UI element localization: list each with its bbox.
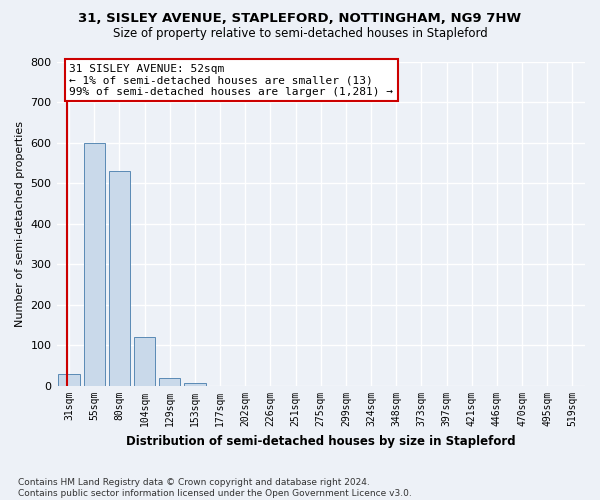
Text: Contains HM Land Registry data © Crown copyright and database right 2024.
Contai: Contains HM Land Registry data © Crown c… bbox=[18, 478, 412, 498]
Text: Size of property relative to semi-detached houses in Stapleford: Size of property relative to semi-detach… bbox=[113, 28, 487, 40]
Bar bbox=[109, 171, 130, 386]
Bar bbox=[159, 378, 181, 386]
Bar bbox=[184, 383, 206, 386]
Bar bbox=[58, 374, 80, 386]
Text: 31 SISLEY AVENUE: 52sqm
← 1% of semi-detached houses are smaller (13)
99% of sem: 31 SISLEY AVENUE: 52sqm ← 1% of semi-det… bbox=[69, 64, 393, 96]
X-axis label: Distribution of semi-detached houses by size in Stapleford: Distribution of semi-detached houses by … bbox=[126, 434, 515, 448]
Text: 31, SISLEY AVENUE, STAPLEFORD, NOTTINGHAM, NG9 7HW: 31, SISLEY AVENUE, STAPLEFORD, NOTTINGHA… bbox=[79, 12, 521, 26]
Bar bbox=[134, 338, 155, 386]
Y-axis label: Number of semi-detached properties: Number of semi-detached properties bbox=[15, 121, 25, 327]
Bar bbox=[83, 142, 105, 386]
